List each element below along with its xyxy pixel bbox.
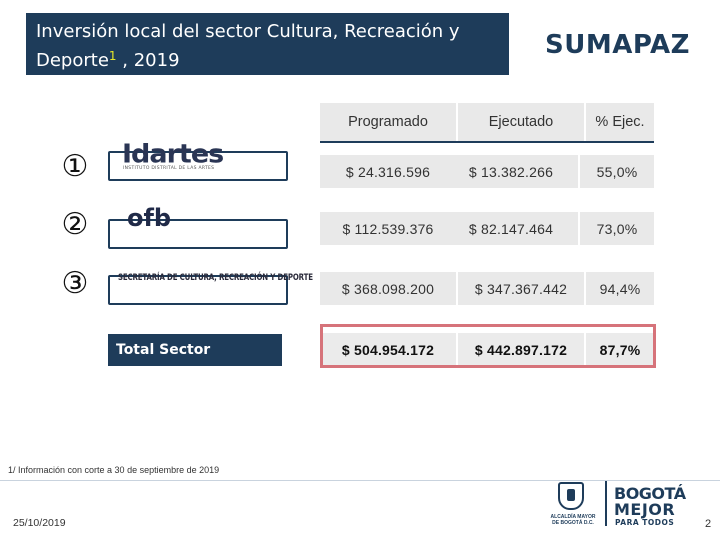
total-ejecutado: $ 442.897.172 [458,333,584,366]
bogota-crest-icon [558,482,584,510]
row1-programado: $ 24.316.596 [320,155,456,188]
row3-programado: $ 368.098.200 [320,272,456,305]
alcaldia-label: ALCALDÍA MAYOR DE BOGOTÁ D.C. [550,514,596,526]
title-year: , 2019 [116,50,180,71]
region-name: SUMAPAZ [545,30,690,60]
row-marker-2: ② [61,208,89,241]
header-ejecutado: Ejecutado [458,103,584,141]
brand-line1: BOGOTÁ [614,484,686,503]
slide-title: Inversión local del sector Cultura, Recr… [26,13,509,75]
footnote: 1/ Información con corte a 30 de septiem… [8,465,220,475]
row2-ejecutado: $ 82.147.464 [444,212,578,245]
logo-frame-ofb [108,219,288,249]
scrd-logo: SECRETARÍA DE CULTURA, RECREACIÓN Y DEPO… [118,273,313,283]
header-divider [320,141,654,143]
footer-divider [0,480,720,481]
bogota-mejor-para-todos-logo: ALCALDÍA MAYOR DE BOGOTÁ D.C. BOGOTÁ MEJ… [548,478,698,530]
ofb-logo: ofb [127,204,172,232]
idartes-logo: Idartes [122,139,224,170]
total-programado: $ 504.954.172 [320,333,456,366]
title-footnote-marker: 1 [108,49,117,63]
row2-pct: 73,0% [580,212,654,245]
total-highlight-frame [320,324,656,368]
row-marker-3: ③ [61,267,89,300]
total-sector-label: Total Sector [108,334,282,366]
idartes-logo-subtitle: INSTITUTO DISTRITAL DE LAS ARTES [123,166,215,171]
total-pct: 87,7% [586,333,654,366]
title-line2: Deporte [36,50,109,71]
logo-frame-idartes [108,151,288,181]
row3-ejecutado: $ 347.367.442 [458,272,584,305]
row3-pct: 94,4% [586,272,654,305]
page-number: 2 [705,518,712,530]
brand-line2: MEJOR [614,500,676,519]
slide-date: 25/10/2019 [13,517,66,529]
brand-divider [605,481,607,526]
row1-pct: 55,0% [580,155,654,188]
row1-ejecutado: $ 13.382.266 [444,155,578,188]
header-programado: Programado [320,103,456,141]
row2-programado: $ 112.539.376 [320,212,456,245]
header-pct-ejec: % Ejec. [586,103,654,141]
title-line1: Inversión local del sector Cultura, Recr… [36,21,460,42]
logo-frame-scrd [108,275,288,305]
brand-line3: PARA TODOS [615,518,675,527]
row-marker-1: ① [61,150,89,183]
